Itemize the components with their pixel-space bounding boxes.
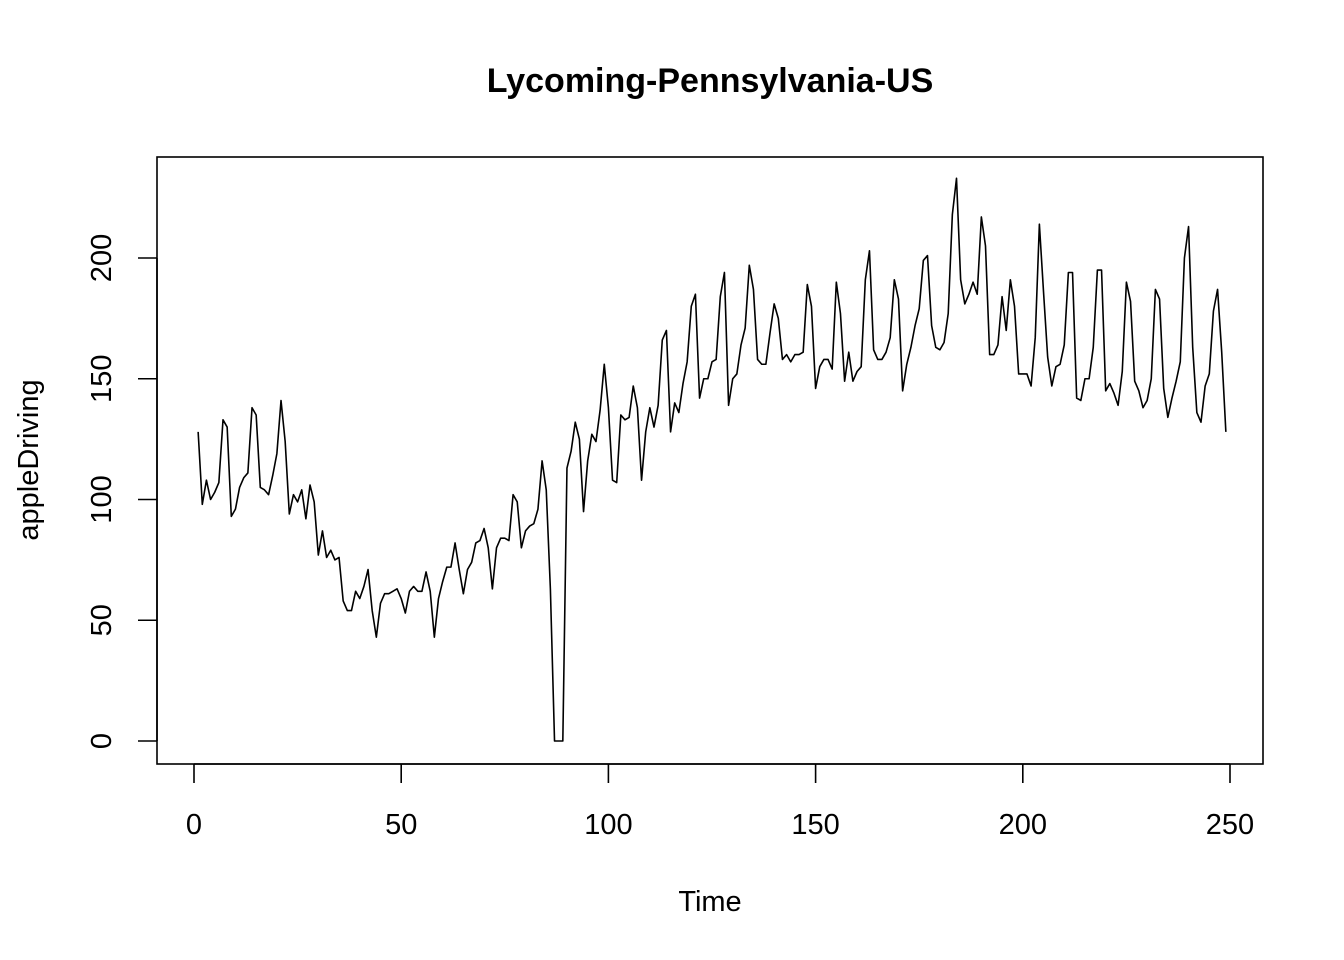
x-tick-label: 250	[1206, 809, 1254, 841]
y-tick-label: 150	[86, 355, 118, 403]
chart-title: Lycoming-Pennsylvania-US	[487, 62, 934, 100]
x-tick-label: 200	[999, 809, 1047, 841]
x-tick-label: 50	[385, 809, 417, 841]
y-tick-label: 100	[86, 475, 118, 523]
x-tick-label: 0	[186, 809, 202, 841]
series-layer	[197, 177, 1227, 742]
y-tick-label: 200	[86, 234, 118, 282]
x-tick-label: 100	[584, 809, 632, 841]
series-line	[197, 177, 1227, 742]
y-tick-label: 0	[86, 733, 118, 749]
x-axis: 0 50 100 150 200 250	[186, 763, 1254, 841]
x-axis-label: Time	[678, 886, 741, 918]
y-axis-label: appleDriving	[13, 379, 45, 540]
y-axis: 0 50 100 150 200	[86, 234, 158, 749]
y-tick-label: 50	[86, 604, 118, 636]
x-tick-label: 150	[791, 809, 839, 841]
